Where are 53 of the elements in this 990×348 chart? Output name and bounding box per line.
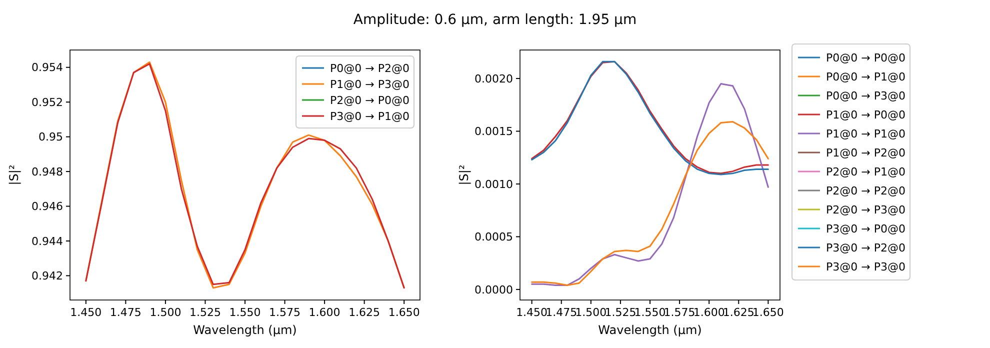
legend-label: P0@0 → P1@0	[826, 70, 906, 84]
y-tick-label: 0.0005	[474, 230, 513, 244]
legend-label: P3@0 → P3@0	[826, 260, 906, 274]
y-tick-label: 0.944	[32, 234, 63, 248]
y-tick-label: 0.0020	[474, 72, 513, 86]
y-tick-label: 0.0000	[474, 283, 513, 296]
y-axis-title: |S|²	[457, 164, 471, 186]
legend-label: P1@0 → P2@0	[826, 146, 906, 160]
x-tick-label: 1.600	[693, 306, 725, 319]
x-tick-label: 1.625	[722, 306, 754, 319]
legend-label: P3@0 → P2@0	[826, 241, 906, 254]
y-axis-title: |S|²	[7, 164, 21, 186]
y-tick-label: 0.946	[32, 200, 63, 214]
legend-label: P0@0 → P0@0	[826, 51, 906, 64]
legend-label: P3@0 → P0@0	[826, 222, 906, 236]
legend-label: P1@0 → P0@0	[826, 108, 906, 122]
x-tick-label: 1.475	[546, 306, 578, 319]
x-tick-label: 1.450	[70, 306, 102, 319]
legend-label: P0@0 → P3@0	[826, 89, 906, 102]
x-tick-label: 1.625	[348, 306, 380, 319]
line-series	[531, 83, 769, 286]
line-series	[531, 120, 769, 286]
x-tick-label: 1.650	[388, 306, 420, 319]
y-tick-label: 0.95	[38, 130, 63, 144]
x-tick-label: 1.600	[308, 306, 340, 319]
y-tick-label: 0.0010	[474, 178, 513, 191]
y-tick-label: 0.948	[32, 165, 63, 178]
legend-label: P2@0 → P3@0	[826, 203, 906, 216]
text: Amplitude: 0.6 μm, arm length: 1.95 μm	[353, 12, 637, 28]
x-tick-label: 1.575	[269, 306, 301, 319]
x-tick-label: 1.525	[189, 306, 221, 319]
legend-label: P3@0 → P1@0	[330, 110, 410, 123]
y-tick-label: 0.0015	[474, 125, 513, 138]
x-tick-label: 1.450	[516, 306, 548, 319]
legend-label: P1@0 → P3@0	[330, 78, 410, 91]
y-tick-label: 0.954	[32, 61, 63, 74]
x-tick-label: 1.500	[150, 306, 182, 319]
legend-label: P1@0 → P1@0	[826, 127, 906, 140]
legend-label: P2@0 → P1@0	[826, 165, 906, 178]
y-tick-label: 0.952	[32, 96, 63, 109]
x-axis-title: Wavelength (μm)	[193, 323, 297, 337]
x-tick-label: 1.500	[575, 306, 607, 319]
x-tick-label: 1.550	[634, 306, 666, 319]
x-tick-label: 1.575	[664, 306, 696, 319]
x-tick-label: 1.525	[604, 306, 636, 319]
x-tick-label: 1.550	[229, 306, 261, 319]
legend-label: P0@0 → P2@0	[330, 62, 410, 75]
x-tick-label: 1.650	[752, 306, 784, 319]
legend-label: P2@0 → P0@0	[330, 94, 410, 107]
legend-label: P2@0 → P2@0	[826, 184, 906, 198]
x-tick-label: 1.475	[110, 306, 142, 319]
x-axis-title: Wavelength (μm)	[598, 323, 702, 337]
y-tick-label: 0.942	[32, 270, 63, 283]
